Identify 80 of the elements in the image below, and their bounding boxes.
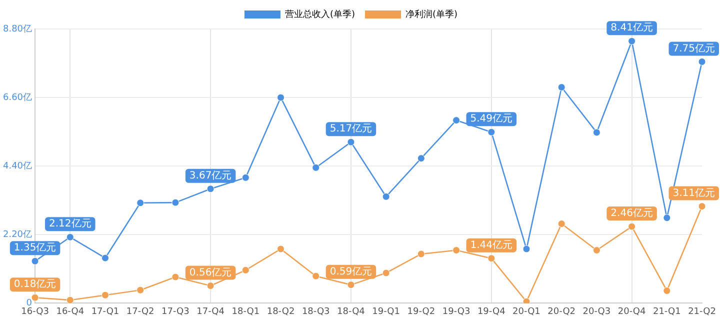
x-tick-label: 18-Q2 xyxy=(266,306,295,317)
legend-label: 营业总收入(单季) xyxy=(284,8,356,20)
point xyxy=(242,266,250,274)
point xyxy=(66,296,74,304)
point xyxy=(522,298,530,304)
point xyxy=(488,128,496,136)
data-label: 2.46亿元 xyxy=(610,208,653,220)
point xyxy=(101,291,109,299)
point xyxy=(347,138,355,146)
data-label: 7.75亿元 xyxy=(672,43,715,54)
point xyxy=(558,84,566,92)
x-tick-label: 21-Q2 xyxy=(688,306,716,317)
point xyxy=(277,245,285,253)
data-label: 5.49亿元 xyxy=(470,114,513,125)
point xyxy=(277,94,285,102)
point xyxy=(242,174,250,182)
x-tick-label: 20-Q2 xyxy=(548,306,576,317)
data-label: 5.17亿元 xyxy=(330,124,372,135)
point xyxy=(452,246,460,254)
data-label: 0.56亿元 xyxy=(189,267,232,278)
x-tick-label: 17-Q3 xyxy=(162,306,190,317)
y-tick-label: 2.20亿 xyxy=(2,228,32,240)
point xyxy=(488,254,496,262)
point xyxy=(382,192,390,200)
x-tick-label: 17-Q1 xyxy=(91,306,120,317)
point xyxy=(382,269,390,277)
y-tick-label: 0 xyxy=(26,298,32,309)
x-tick-label: 19-Q2 xyxy=(407,306,436,317)
legend-label: 净利润(单季) xyxy=(406,8,458,20)
point xyxy=(452,116,460,124)
point xyxy=(312,164,320,172)
point xyxy=(206,282,214,290)
point xyxy=(136,286,144,294)
point xyxy=(66,233,74,241)
x-tick-label: 20-Q4 xyxy=(618,306,646,317)
data-label: 1.35亿元 xyxy=(14,242,56,254)
data-label: 3.11亿元 xyxy=(672,188,715,199)
point xyxy=(663,286,671,294)
point xyxy=(417,250,425,258)
x-tick-label: 21-Q1 xyxy=(652,306,681,317)
point xyxy=(101,254,109,262)
y-tick-label: 6.60亿 xyxy=(2,92,32,103)
data-label: 2.12亿元 xyxy=(49,218,92,230)
data-label: 3.67亿元 xyxy=(189,170,232,182)
point xyxy=(522,245,530,253)
x-tick-label: 18-Q3 xyxy=(302,306,330,317)
x-tick-label: 19-Q4 xyxy=(477,306,506,317)
x-tick-label: 19-Q3 xyxy=(442,306,470,317)
point xyxy=(698,202,706,210)
point xyxy=(417,154,425,162)
point xyxy=(628,222,636,230)
point xyxy=(592,246,600,254)
point xyxy=(592,128,600,136)
data-label: 1.44亿元 xyxy=(470,240,513,251)
x-tick-label: 17-Q4 xyxy=(196,306,225,317)
x-tick-label: 20-Q3 xyxy=(582,306,611,317)
x-tick-label: 18-Q4 xyxy=(337,306,366,317)
x-tick-label: 16-Q3 xyxy=(21,306,49,317)
x-tick-label: 19-Q1 xyxy=(372,306,400,317)
x-tick-label: 20-Q1 xyxy=(512,306,540,317)
point xyxy=(206,185,214,193)
point xyxy=(31,294,39,302)
data-label: 8.41亿元 xyxy=(610,22,653,34)
point xyxy=(136,199,144,207)
x-tick-label: 16-Q4 xyxy=(56,306,84,317)
y-tick-label: 8.80亿 xyxy=(2,23,32,34)
x-tick-label: 17-Q2 xyxy=(126,306,154,317)
point xyxy=(31,257,39,265)
y-tick-label: 4.40亿 xyxy=(2,160,32,172)
x-tick-label: 18-Q1 xyxy=(232,306,260,317)
data-label: 0.59亿元 xyxy=(330,266,372,278)
data-label: 0.18亿元 xyxy=(14,279,56,290)
point xyxy=(172,273,180,281)
point xyxy=(628,37,636,45)
point xyxy=(698,58,706,66)
point xyxy=(558,220,566,228)
point xyxy=(663,214,671,222)
point xyxy=(172,198,180,206)
point xyxy=(312,272,320,280)
point xyxy=(347,281,355,289)
